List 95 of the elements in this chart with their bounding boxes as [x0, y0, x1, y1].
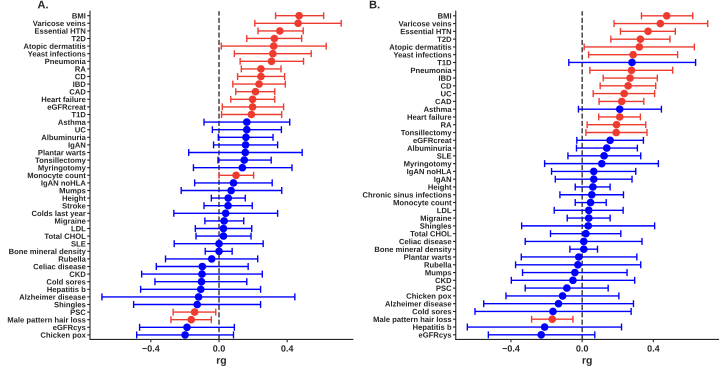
point [294, 19, 302, 28]
point [606, 136, 614, 144]
point [616, 105, 624, 113]
point [588, 190, 596, 199]
point [620, 90, 628, 98]
point [626, 74, 634, 82]
point [269, 50, 277, 58]
point [257, 72, 265, 80]
point [636, 35, 644, 43]
point [255, 80, 263, 88]
point [248, 95, 256, 104]
point [248, 110, 256, 118]
point [270, 42, 278, 50]
point [198, 262, 206, 270]
point [181, 331, 189, 339]
point [618, 98, 626, 106]
point [215, 248, 223, 256]
point [270, 34, 278, 42]
point [612, 120, 620, 129]
point [220, 224, 228, 232]
point [183, 324, 191, 332]
point [616, 113, 624, 121]
point [248, 103, 256, 111]
point [574, 260, 582, 269]
point [222, 209, 230, 218]
point [227, 186, 235, 194]
point [232, 171, 240, 180]
point [196, 286, 205, 294]
point [644, 28, 652, 36]
point [241, 148, 250, 156]
point [584, 214, 593, 222]
point [198, 270, 206, 278]
point [549, 308, 557, 316]
x-tick-label: −0.4 [502, 345, 520, 352]
point [582, 230, 590, 238]
chart-title: A. [38, 0, 48, 8]
point [268, 57, 276, 66]
point [224, 194, 232, 202]
point [295, 12, 303, 20]
point [242, 118, 251, 126]
point [238, 164, 246, 172]
point [215, 240, 223, 248]
point [208, 255, 216, 263]
point [220, 232, 228, 240]
point [580, 238, 588, 246]
point [537, 330, 546, 339]
x-tick-label: −0.4 [142, 345, 160, 352]
chart-title: B. [370, 0, 380, 8]
x-axis-title: rg [582, 358, 592, 366]
point [600, 152, 608, 160]
point [656, 20, 664, 28]
point [540, 323, 548, 331]
point [584, 222, 592, 230]
x-tick-label: 0.0 [213, 345, 225, 352]
point [598, 160, 606, 168]
x-axis-title: rg [216, 358, 226, 366]
point [628, 58, 636, 66]
point [590, 168, 598, 176]
x-tick-label: 0.4 [647, 345, 660, 352]
point [230, 179, 238, 187]
point [563, 284, 571, 292]
point [193, 300, 201, 308]
point [242, 126, 251, 134]
point [612, 128, 620, 136]
point [198, 278, 206, 286]
point [554, 300, 562, 308]
point [662, 12, 671, 20]
point [276, 27, 284, 35]
point [194, 293, 202, 301]
point [558, 292, 566, 300]
point [636, 43, 644, 51]
point [574, 253, 583, 261]
point [187, 316, 196, 324]
point [629, 50, 637, 59]
point [240, 156, 248, 164]
point [190, 308, 198, 316]
point [571, 268, 579, 276]
point [257, 65, 265, 73]
point [628, 66, 636, 74]
point [224, 202, 232, 210]
point [220, 217, 228, 225]
point [624, 82, 632, 90]
point [589, 183, 597, 191]
point [586, 198, 594, 206]
point [242, 133, 250, 142]
point [252, 88, 260, 96]
point [548, 315, 556, 324]
point [580, 245, 588, 254]
point [602, 144, 611, 152]
point [242, 141, 250, 149]
point [584, 206, 593, 214]
x-tick-label: 0.4 [281, 345, 294, 352]
x-tick-label: 0.0 [576, 345, 588, 352]
point [569, 276, 577, 284]
point [590, 175, 598, 183]
